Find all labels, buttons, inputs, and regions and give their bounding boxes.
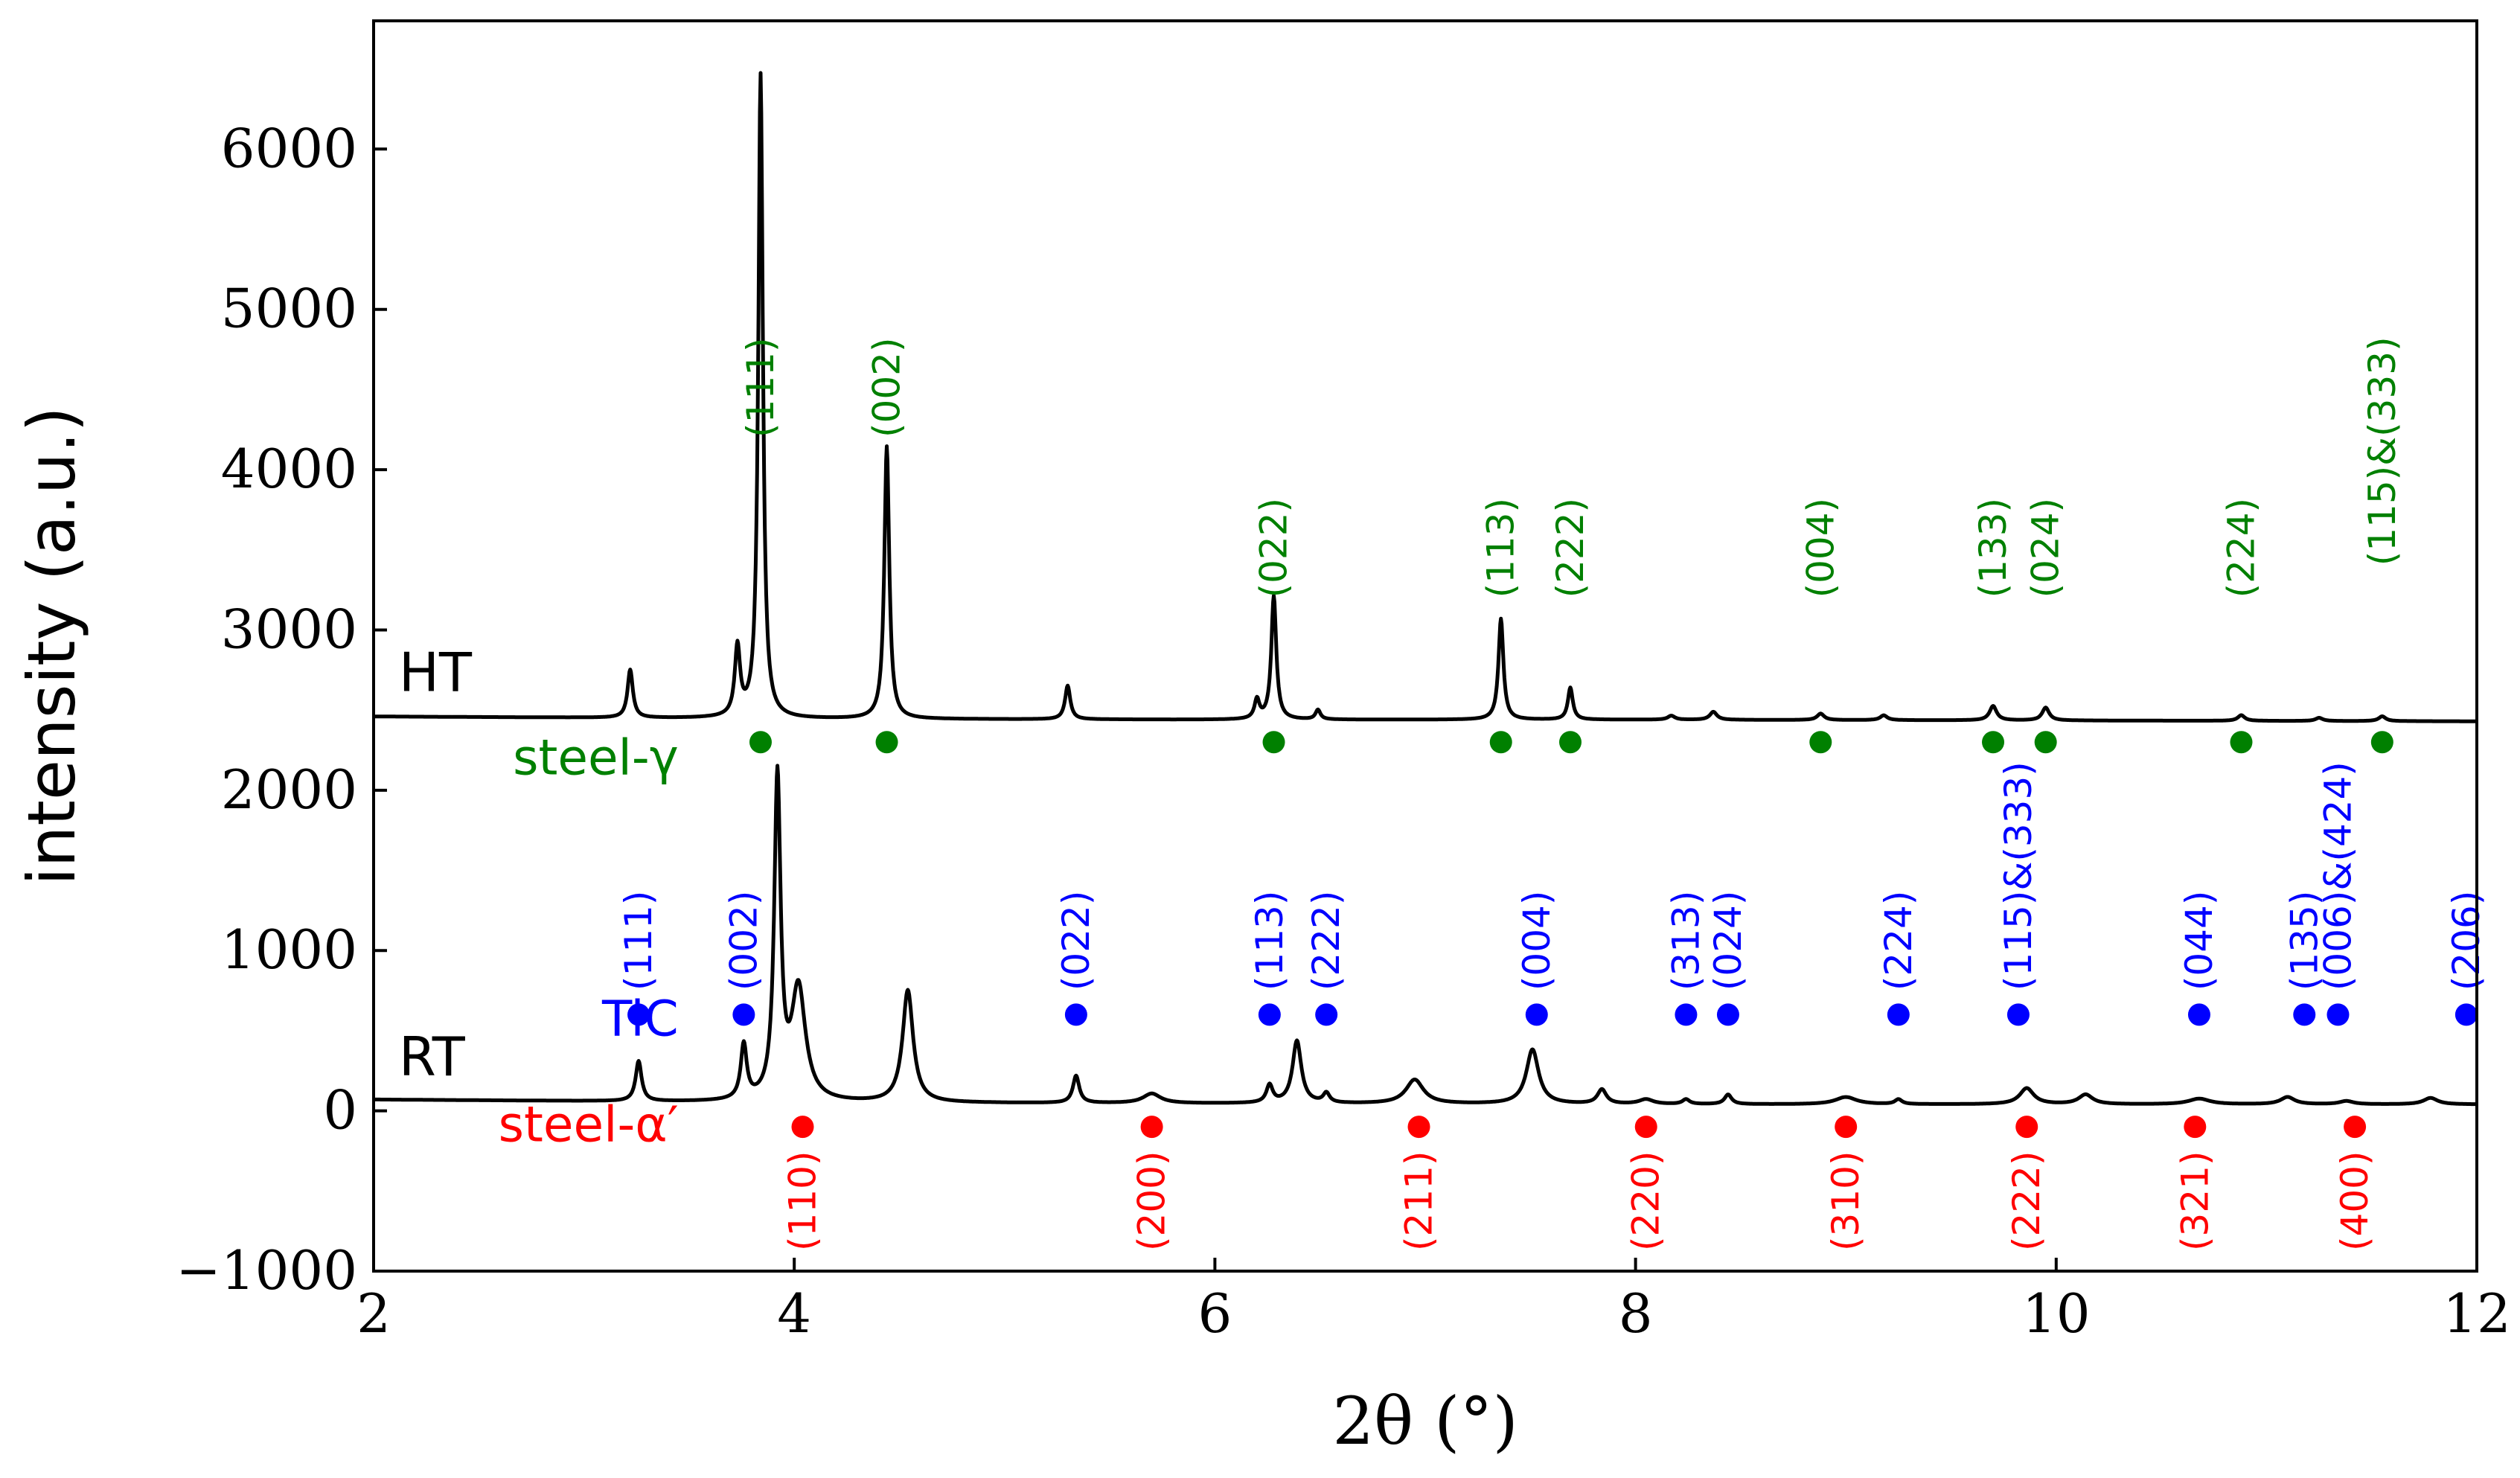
- peak-hkl-label: (200): [1131, 1151, 1174, 1251]
- peak-hkl-label: (002): [866, 338, 909, 438]
- phase-marker: [2455, 1003, 2478, 1026]
- y-tick-label: 1000: [221, 918, 357, 981]
- phase-marker: [2034, 731, 2057, 754]
- peak-hkl-label: (024): [1707, 891, 1750, 991]
- phase-marker: [1489, 731, 1512, 754]
- x-tick-label: 10: [2022, 1282, 2091, 1345]
- peak-hkl-label: (400): [2333, 1151, 2376, 1251]
- y-tick-label: 6000: [221, 117, 357, 179]
- phase-marker: [875, 731, 898, 754]
- peak-hkl-label: (024): [2024, 498, 2068, 598]
- peak-hkl-label: (133): [1971, 498, 2015, 598]
- peak-hkl-label: (310): [1824, 1151, 1867, 1251]
- phase-marker: [2293, 1003, 2316, 1026]
- peak-hkl-label: (044): [2178, 891, 2221, 991]
- phase-label-2: steel-α′: [499, 1096, 679, 1154]
- axes-frame: [372, 19, 2478, 1273]
- peak-hkl-label: (115)&(333): [2361, 336, 2404, 566]
- phase-marker: [1315, 1003, 1338, 1026]
- peak-hkl-label: (002): [722, 891, 765, 991]
- phase-marker: [732, 1003, 755, 1026]
- peak-hkl-label: (113): [1248, 891, 1291, 991]
- peak-hkl-label: (206): [2445, 891, 2488, 991]
- phase-marker: [2184, 1116, 2207, 1139]
- peak-hkl-label: (220): [1625, 1151, 1668, 1251]
- x-tick-label: 6: [1197, 1282, 1232, 1345]
- series-line-rt: [372, 764, 2478, 1107]
- peak-hkl-label: (224): [2220, 498, 2263, 598]
- phase-marker: [1407, 1116, 1430, 1139]
- peak-hkl-label: (222): [2005, 1151, 2048, 1251]
- phase-marker: [1140, 1116, 1163, 1139]
- phase-marker: [1675, 1003, 1698, 1026]
- phase-marker: [1064, 1003, 1087, 1026]
- peak-hkl-label: (022): [1055, 891, 1098, 991]
- phase-marker: [1525, 1003, 1548, 1026]
- peak-hkl-label: (022): [1253, 498, 1296, 598]
- y-axis-title: intensity (a.u.): [13, 406, 90, 886]
- y-tick-label: −1000: [176, 1239, 357, 1302]
- phase-marker: [2326, 1003, 2350, 1026]
- phase-marker: [2015, 1116, 2038, 1139]
- series-line-ht: [372, 71, 2478, 723]
- phase-marker: [1716, 1003, 1739, 1026]
- x-tick-label: 2: [356, 1282, 391, 1345]
- y-tick-label: 5000: [221, 278, 357, 340]
- y-axis: −1000 0 1000 2000 3000 4000 5000 6000: [176, 117, 387, 1302]
- phase-label-0: steel-γ: [513, 729, 679, 786]
- peak-hkl-label: (111): [617, 891, 660, 991]
- y-tick-label: 4000: [221, 438, 357, 500]
- phase-marker: [1258, 1003, 1281, 1026]
- peak-hkl-label: (115)&(333): [1997, 761, 2040, 991]
- x-axis: 2 4 6 8 10 12: [356, 1258, 2511, 1345]
- peak-hkl-label: (224): [1877, 891, 1920, 991]
- phase-marker: [749, 731, 772, 754]
- phase-marker: [1809, 731, 1832, 754]
- phase-marker: [1887, 1003, 1910, 1026]
- series-label-ht: HT: [399, 641, 473, 703]
- peak-hkl-label: (135): [2283, 891, 2326, 991]
- peak-hkl-label: (222): [1305, 891, 1348, 991]
- y-tick-label: 3000: [221, 598, 357, 660]
- phase-marker: [1835, 1116, 1858, 1139]
- phase-marker: [2006, 1003, 2030, 1026]
- phase-marker: [2370, 731, 2393, 754]
- phase-marker: [627, 1003, 650, 1026]
- phase-marker: [1262, 731, 1285, 754]
- y-tick-label: 0: [323, 1079, 357, 1142]
- x-tick-label: 8: [1619, 1282, 1653, 1345]
- phase-marker: [2187, 1003, 2210, 1026]
- phase-marker: [2344, 1116, 2367, 1139]
- peak-hkl-label: (113): [1480, 498, 1523, 598]
- peak-hkl-label: (110): [781, 1151, 825, 1251]
- peak-hkl-label: (111): [739, 338, 782, 438]
- phase-marker: [2230, 731, 2253, 754]
- peak-hkl-label: (321): [2173, 1151, 2216, 1251]
- phase-marker: [1558, 731, 1582, 754]
- peak-hkl-label: (222): [1549, 498, 1592, 598]
- peak-hkl-label: (006)&(424): [2317, 761, 2360, 991]
- peak-hkl-label: (004): [1515, 891, 1558, 991]
- phase-marker: [1982, 731, 2005, 754]
- x-tick-label: 4: [777, 1282, 811, 1345]
- peak-hkl-label: (211): [1398, 1151, 1441, 1251]
- x-tick-label: 12: [2443, 1282, 2511, 1345]
- series-label-rt: RT: [399, 1026, 466, 1088]
- phase-marker: [1634, 1116, 1657, 1139]
- peak-hkl-label: (313): [1664, 891, 1707, 991]
- plot-area: HT RT steel-γ (111) (002) (022) (113) (222) (004…: [372, 71, 2488, 1251]
- phase-marker: [791, 1116, 814, 1139]
- y-tick-label: 2000: [221, 758, 357, 821]
- x-axis-title: 2θ (°): [1332, 1383, 1518, 1459]
- peak-hkl-label: (004): [1799, 498, 1842, 598]
